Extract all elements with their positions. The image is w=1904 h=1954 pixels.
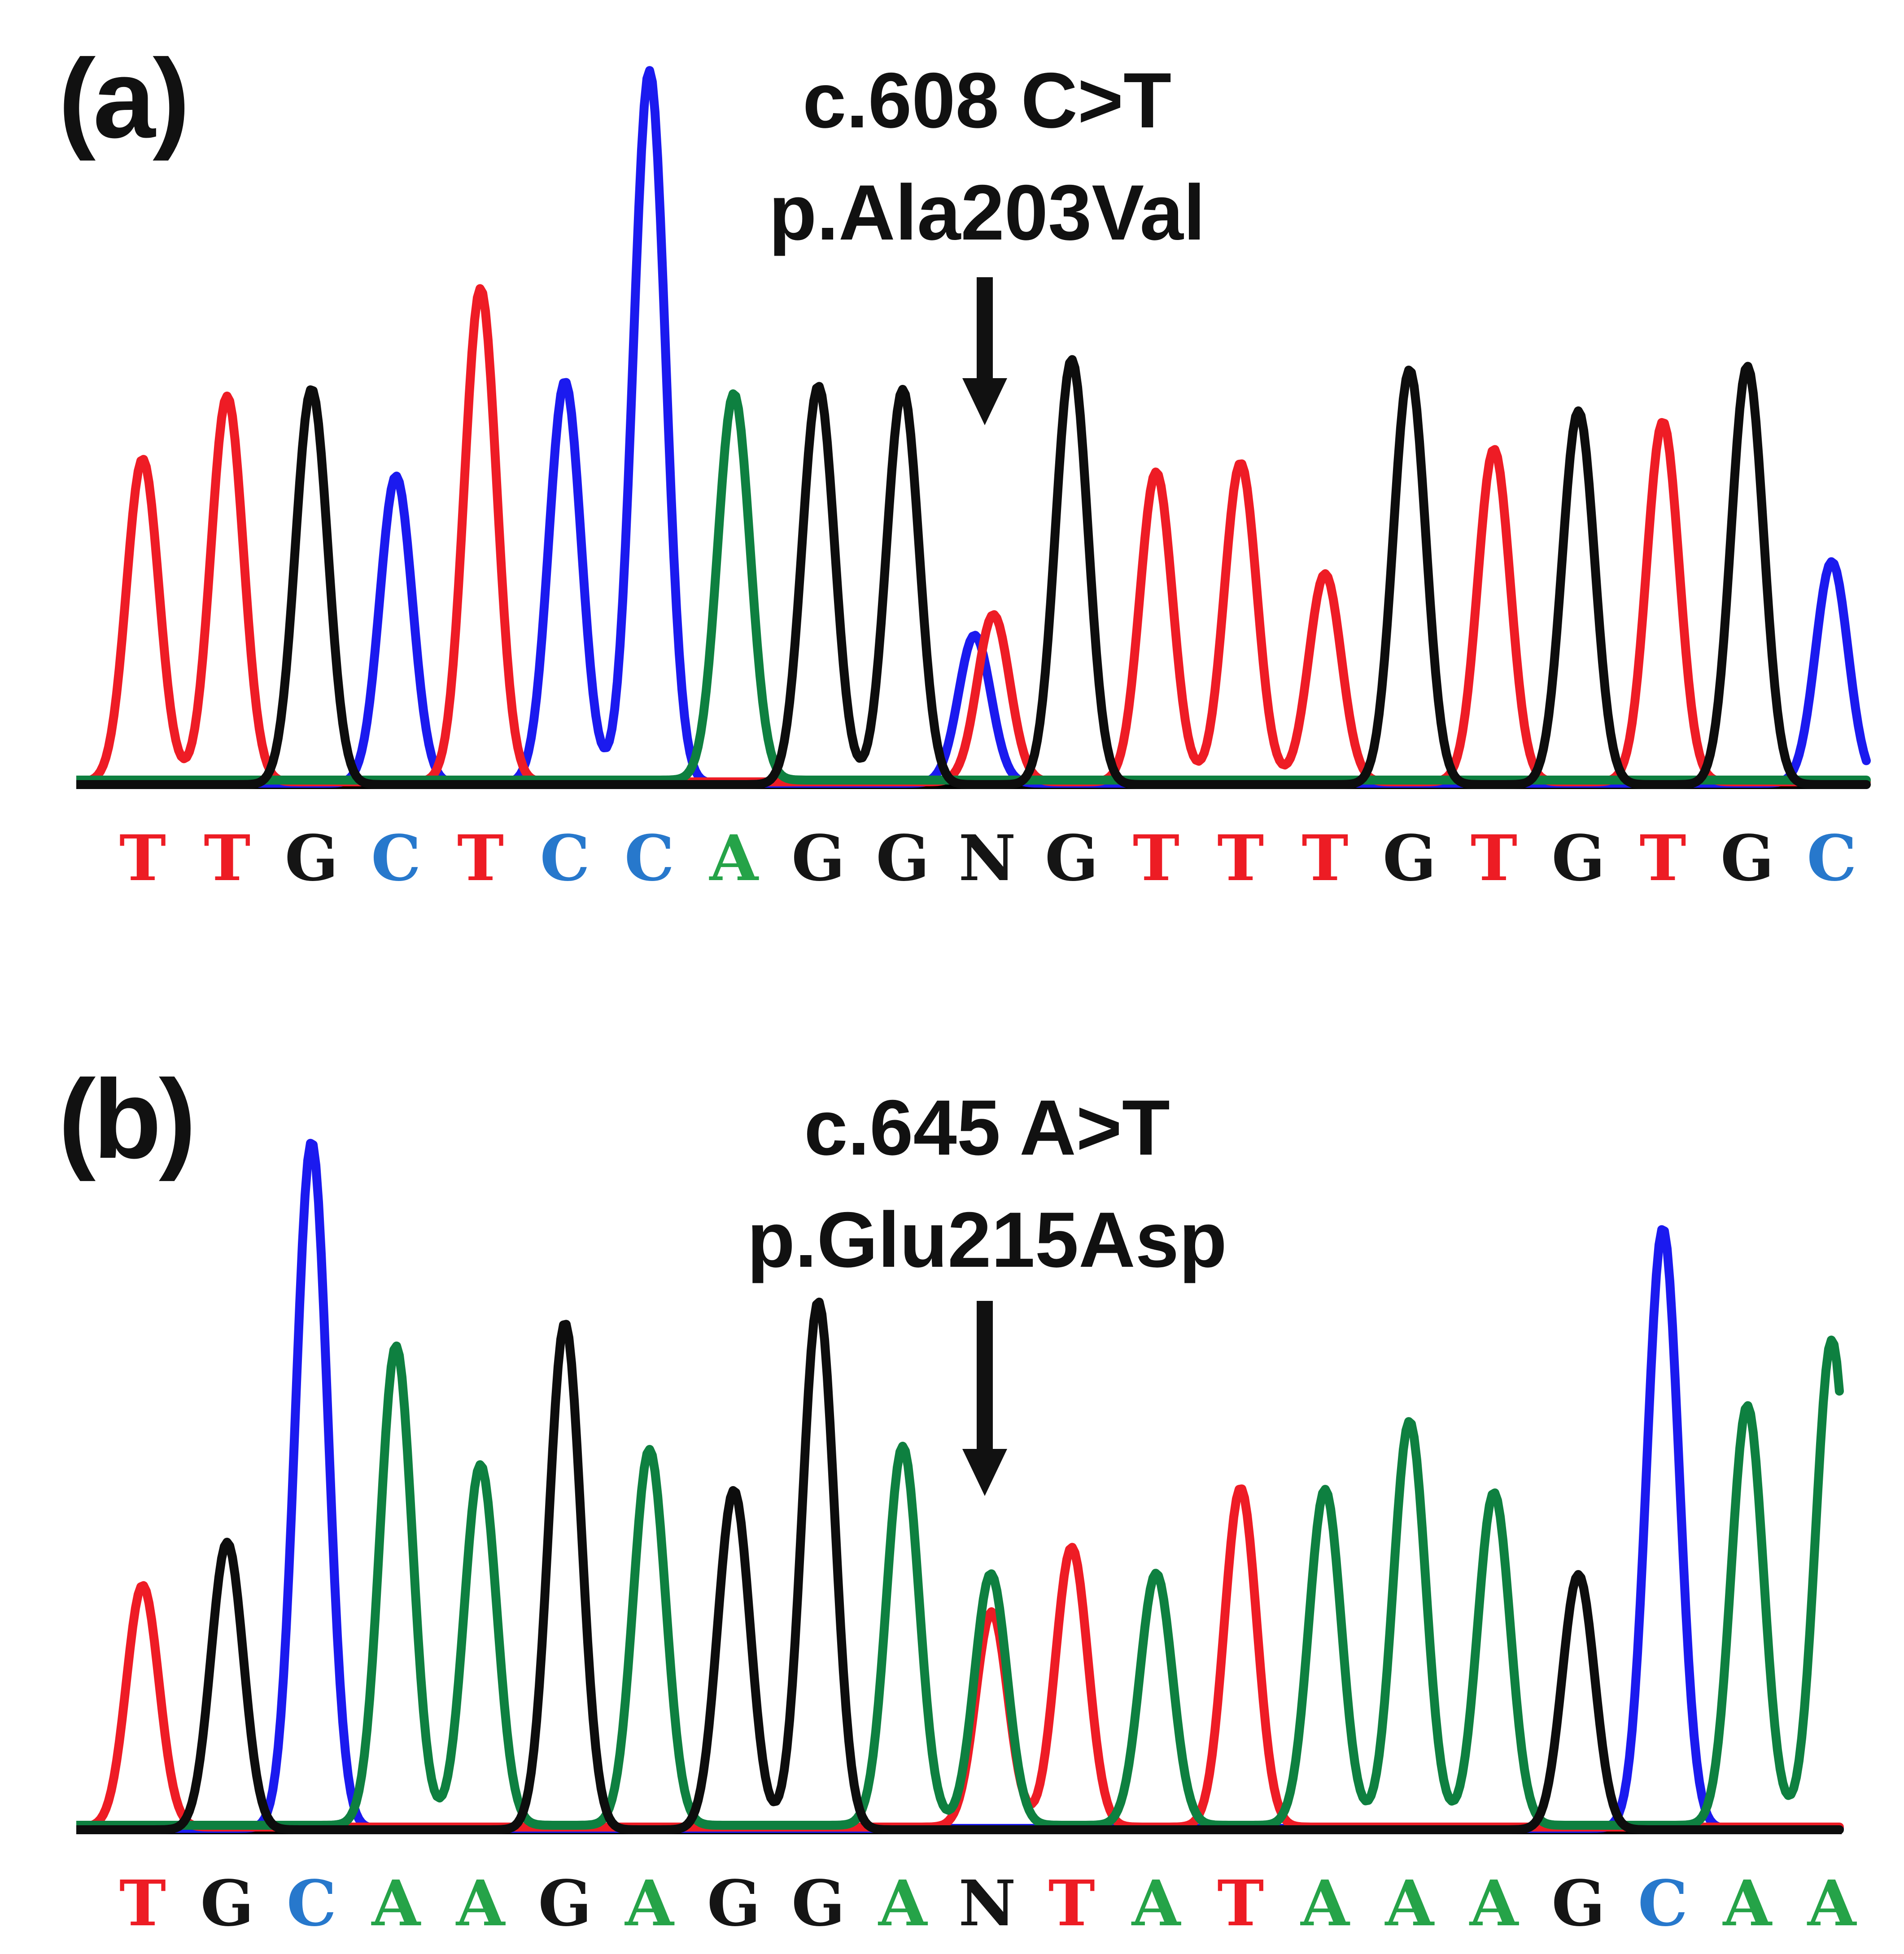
sequence-base-16: A — [1385, 1867, 1434, 1941]
sequence-base-4: A — [371, 1867, 421, 1941]
sequence-base-14: T — [1217, 1867, 1264, 1941]
sequence-base-1: T — [119, 1867, 166, 1941]
sequence-base-9: G — [791, 1867, 845, 1941]
chromatogram-trace-a — [76, 66, 1871, 789]
sequence-base-19: C — [1638, 1867, 1688, 1941]
sequence-base-20: G — [1720, 822, 1774, 895]
chromatogram-trace-b — [76, 1138, 1844, 1834]
sequence-base-13: T — [1132, 822, 1180, 895]
panel-a-label: (a) — [58, 36, 190, 161]
sequence-base-12: G — [1044, 822, 1099, 895]
panel-b-label: (b) — [58, 1056, 196, 1182]
sequence-base-13: A — [1131, 1867, 1181, 1941]
sequence-base-15: T — [1301, 822, 1349, 895]
sequence-base-18: G — [1551, 822, 1606, 895]
sequence-base-11: N — [958, 822, 1016, 895]
sequence-base-6: G — [538, 1867, 592, 1941]
panel-a-variant-protein: p.Ala203Val — [769, 169, 1205, 257]
sequence-base-10: G — [876, 822, 930, 895]
sequence-base-9: G — [791, 822, 845, 895]
sequence-base-5: A — [456, 1867, 505, 1941]
panel-b-variant-annotation: c.645 A>T p.Glu215Asp — [747, 1072, 1227, 1296]
sequence-base-3: C — [286, 1867, 337, 1941]
sequence-base-5: T — [457, 822, 504, 895]
sequence-base-10: A — [878, 1867, 927, 1941]
sequence-base-3: G — [284, 822, 339, 895]
sequence-base-12: T — [1048, 1867, 1095, 1941]
sequence-base-2: T — [204, 822, 251, 895]
mutation-arrow-icon — [962, 1301, 1007, 1496]
panel-b-variant-cdna: c.645 A>T — [804, 1084, 1170, 1172]
sequence-base-17: T — [1470, 822, 1518, 895]
mutation-arrow-icon — [962, 277, 1007, 425]
sequence-base-8: G — [707, 1867, 761, 1941]
sequence-base-17: A — [1469, 1867, 1519, 1941]
sequence-base-18: G — [1551, 1867, 1606, 1941]
panel-a-variant-annotation: c.608 C>T p.Ala203Val — [769, 45, 1205, 269]
sequence-base-20: A — [1723, 1867, 1772, 1941]
sequence-base-15: A — [1301, 1867, 1349, 1941]
sequence-base-14: T — [1217, 822, 1264, 895]
sequence-base-19: T — [1639, 822, 1686, 895]
panel-a-variant-cdna: c.608 C>T — [802, 57, 1172, 144]
sequence-base-21: C — [1807, 822, 1857, 895]
sequence-base-7: A — [625, 1867, 674, 1941]
sequence-base-4: C — [371, 822, 421, 895]
sequence-base-7: C — [624, 822, 675, 895]
sequence-base-16: G — [1382, 822, 1437, 895]
sequence-base-2: G — [200, 1867, 254, 1941]
sequence-base-8: A — [709, 822, 759, 895]
sequence-base-6: C — [540, 822, 590, 895]
panel-b-variant-protein: p.Glu215Asp — [747, 1196, 1227, 1284]
sequence-base-1: T — [119, 822, 166, 895]
sequence-base-11: N — [958, 1867, 1016, 1941]
sequence-base-21: A — [1807, 1867, 1856, 1941]
